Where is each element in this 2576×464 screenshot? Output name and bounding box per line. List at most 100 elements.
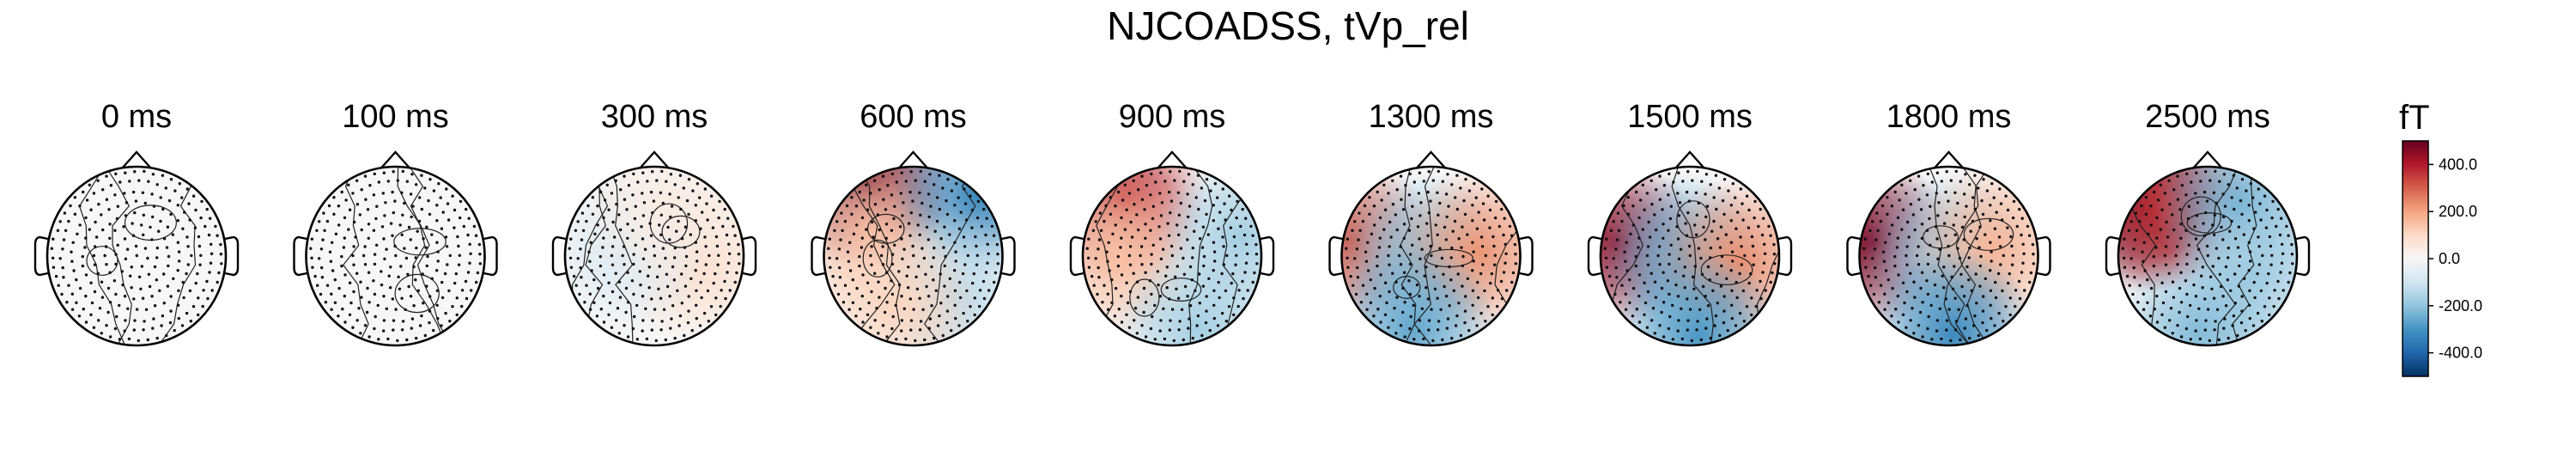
sensor-dots xyxy=(309,169,482,343)
topomap-panel: 900 ms xyxy=(1069,99,1275,347)
contour-line xyxy=(1393,276,1421,299)
contour-line xyxy=(393,228,447,256)
topomap-panels: 0 ms 100 ms 300 ms 600 ms 900 ms 1300 ms 1500 … xyxy=(33,99,2311,347)
panel-time-label: 600 ms xyxy=(860,99,967,135)
head-outline xyxy=(1599,165,1781,347)
sensor-dots xyxy=(827,169,1000,343)
sensor-dots xyxy=(1345,169,1518,343)
contour-line xyxy=(923,167,979,345)
nose xyxy=(639,150,670,169)
topomap-panel: 1800 ms xyxy=(1846,99,2051,347)
head-outline xyxy=(823,165,1004,347)
right-ear xyxy=(2037,235,2051,277)
colorbar-tick-label: -400.0 xyxy=(2439,345,2482,362)
field-blob xyxy=(1341,244,1498,345)
contour-lines xyxy=(343,167,459,345)
field-map xyxy=(1601,167,1779,345)
contour-line xyxy=(609,167,634,345)
nose xyxy=(1674,150,1705,169)
contour-line xyxy=(78,167,125,345)
field-map xyxy=(1341,167,1521,345)
head-outline xyxy=(305,165,486,347)
panel-time-label: 2500 ms xyxy=(2145,99,2270,135)
contour-line xyxy=(1700,254,1753,286)
contour-line xyxy=(1963,217,2014,252)
left-ear xyxy=(33,235,49,277)
contour-line xyxy=(394,273,440,314)
contour-line xyxy=(86,246,118,276)
nose xyxy=(1157,150,1188,169)
right-ear xyxy=(1001,235,1016,277)
contour-line xyxy=(2180,196,2221,237)
contour-line xyxy=(397,167,459,345)
contour-line xyxy=(858,167,901,345)
contour-line xyxy=(1392,167,1435,345)
head-outline xyxy=(2117,165,2299,347)
right-ear xyxy=(1260,235,1275,277)
contour-line xyxy=(152,167,197,345)
nose xyxy=(2192,150,2223,169)
colorbar-tick-label: 200.0 xyxy=(2439,203,2477,220)
right-ear xyxy=(1777,235,1793,277)
left-ear xyxy=(1587,235,1602,277)
contour-line xyxy=(2196,167,2239,345)
panel-time-label: 900 ms xyxy=(1119,99,1226,135)
contour-line xyxy=(343,167,369,345)
contour-lines xyxy=(78,167,197,345)
left-ear xyxy=(1328,235,1343,277)
nose xyxy=(1933,150,1965,169)
colorbar-unit-label: fT xyxy=(2399,99,2430,137)
contour-line xyxy=(866,213,905,244)
field-blob xyxy=(1114,242,1261,345)
left-ear xyxy=(811,235,825,277)
contour-line xyxy=(661,215,701,248)
contour-line xyxy=(2226,167,2257,345)
right-ear xyxy=(742,235,757,277)
contour-line xyxy=(1160,278,1202,302)
colorbar-tick-label: 0.0 xyxy=(2439,250,2460,267)
right-ear xyxy=(224,235,240,277)
sensor-dots xyxy=(568,169,741,343)
topomap-panel: 100 ms xyxy=(293,99,498,347)
right-ear xyxy=(483,235,498,277)
nose xyxy=(897,150,929,169)
sensor-dots xyxy=(50,169,223,343)
panel-time-label: 1800 ms xyxy=(1886,99,2012,135)
field-map xyxy=(823,167,1003,345)
nose xyxy=(1415,150,1447,169)
topomap-panel: 600 ms xyxy=(811,99,1016,347)
figure-title: NJCOADSS, tVp_rel xyxy=(1107,3,1469,48)
contour-line xyxy=(1676,200,1710,239)
contour-line xyxy=(1188,167,1213,345)
right-ear xyxy=(1519,235,1534,277)
head-outline xyxy=(1081,165,1263,347)
sensor-dots xyxy=(1862,169,2035,343)
panel-time-label: 300 ms xyxy=(601,99,708,135)
field-map xyxy=(306,167,485,345)
head-outline xyxy=(46,165,228,347)
colorbar-tick-label: -200.0 xyxy=(2439,297,2482,314)
left-ear xyxy=(1846,235,1861,277)
topomap-panel: 1500 ms xyxy=(1587,99,1793,347)
colorbar-tick-label: 400.0 xyxy=(2439,156,2477,173)
colorbar: fT 400.0 200.0 0.0 -200.0 -400.0 xyxy=(2399,99,2482,377)
contour-line xyxy=(1129,278,1160,317)
field-map xyxy=(1859,167,2038,345)
head-outline xyxy=(1340,165,1522,347)
head-outline xyxy=(1858,165,2039,347)
field-map xyxy=(47,167,226,345)
sensor-dots xyxy=(2121,169,2294,343)
sensor-dots xyxy=(1603,169,1777,343)
contour-line xyxy=(1671,167,1714,345)
panel-time-label: 1500 ms xyxy=(1627,99,1753,135)
nose xyxy=(121,150,152,169)
panel-time-label: 0 ms xyxy=(101,99,172,135)
right-ear xyxy=(2295,235,2311,277)
colorbar-bar xyxy=(2402,140,2429,377)
contour-line xyxy=(409,167,459,345)
left-ear xyxy=(2105,235,2120,277)
topomap-panel: 0 ms xyxy=(33,99,240,347)
nose xyxy=(380,150,411,169)
left-ear xyxy=(1069,235,1084,277)
